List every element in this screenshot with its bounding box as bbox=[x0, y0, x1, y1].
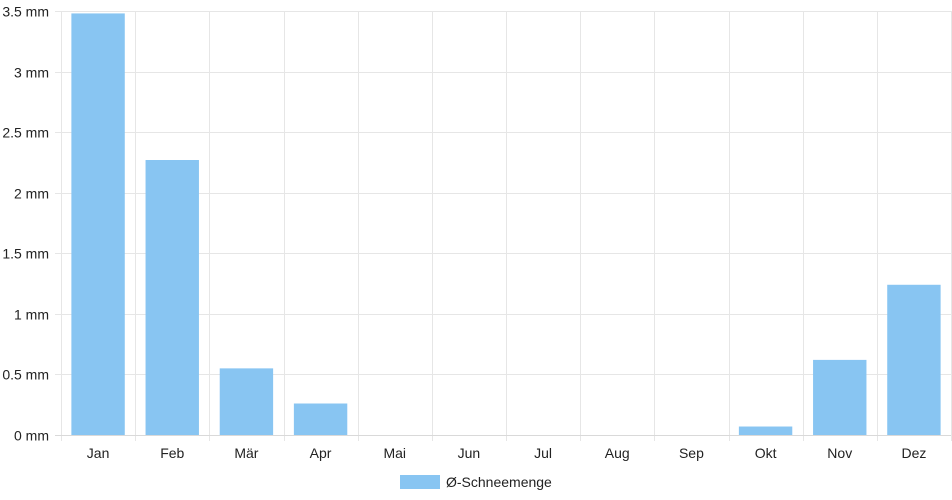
legend[interactable]: Ø-Schneemenge bbox=[400, 474, 552, 490]
bar-Jan[interactable] bbox=[71, 13, 125, 435]
y-tick-label: 1.5 mm bbox=[2, 246, 49, 262]
x-tick-label: Jun bbox=[458, 445, 481, 461]
x-tick-label: Mär bbox=[234, 445, 258, 461]
x-tick-label: Dez bbox=[901, 445, 926, 461]
x-tick-label: Aug bbox=[605, 445, 630, 461]
y-tick-label: 0.5 mm bbox=[2, 367, 49, 383]
legend-swatch[interactable] bbox=[400, 475, 440, 489]
bar-Nov[interactable] bbox=[813, 359, 867, 435]
y-tick-label: 3.5 mm bbox=[2, 4, 49, 20]
axis-layer: 0 mm 0.5 mm 1 mm 1.5 mm 2 mm 2.5 mm 3 mm 3.5 mm… bbox=[2, 4, 951, 461]
grid-layer bbox=[55, 11, 952, 441]
y-tick-label: 1 mm bbox=[14, 307, 49, 323]
bar-Okt[interactable] bbox=[738, 426, 793, 435]
x-tick-label: Sep bbox=[679, 445, 704, 461]
x-tick-label: Apr bbox=[310, 445, 332, 461]
bar-layer bbox=[71, 13, 941, 436]
bar-Mär[interactable] bbox=[219, 368, 274, 435]
y-tick-label: 3 mm bbox=[14, 65, 49, 81]
y-tick-label: 2.5 mm bbox=[2, 125, 49, 141]
bar-Apr[interactable] bbox=[293, 403, 348, 436]
x-tick-label: Feb bbox=[160, 445, 184, 461]
x-tick-label: Nov bbox=[827, 445, 852, 461]
bar-Dez[interactable] bbox=[887, 284, 941, 435]
legend-label[interactable]: Ø-Schneemenge bbox=[446, 474, 552, 490]
bar-Feb[interactable] bbox=[145, 160, 199, 435]
x-tick-label: Jul bbox=[534, 445, 552, 461]
x-tick-label: Jan bbox=[87, 445, 110, 461]
y-tick-label: 0 mm bbox=[14, 428, 49, 444]
x-tick-label: Mai bbox=[383, 445, 406, 461]
y-tick-label: 2 mm bbox=[14, 186, 49, 202]
x-tick-label: Okt bbox=[755, 445, 777, 461]
